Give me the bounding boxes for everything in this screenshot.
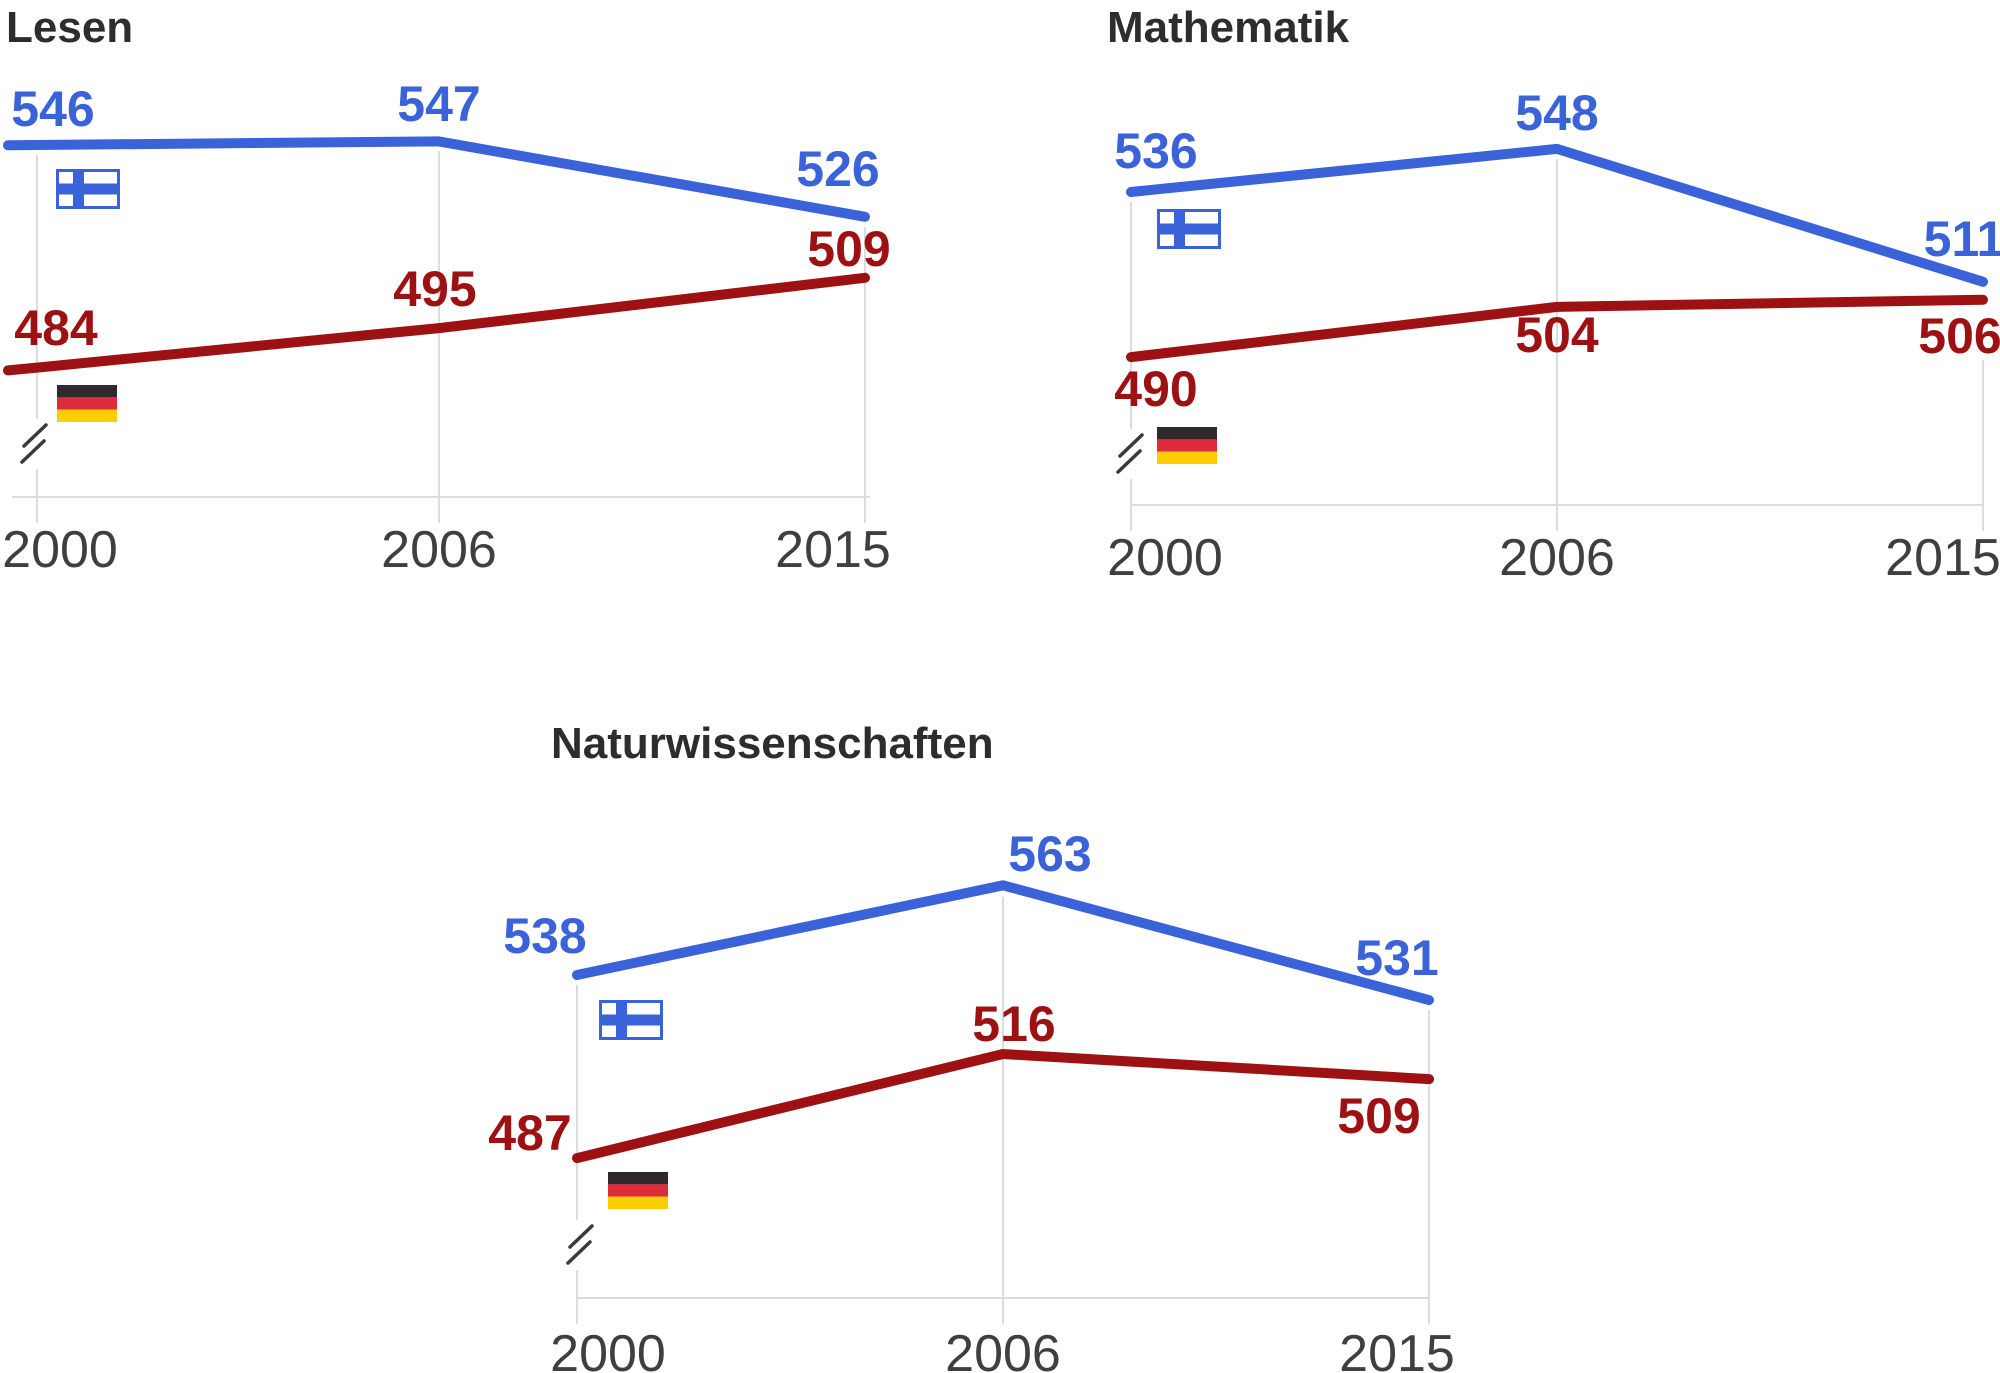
value-label-finland-2006: 547 [397, 76, 480, 132]
x-tick-label-2000: 2000 [2, 521, 118, 579]
chart-title-mathematik: Mathematik [1107, 3, 1350, 52]
value-label-germany-2000: 484 [14, 300, 98, 356]
chart-mathematik: 536 548 511 490 504 506 2000 2006 2015 Mathematik [1107, 3, 2000, 587]
value-label-germany-2000: 487 [488, 1105, 571, 1161]
chart-naturwissenschaften: 538 563 531 487 516 509 2000 2006 2015 Naturwisse… [488, 719, 1455, 1373]
axis-break-icon [20, 423, 48, 464]
axis-break-icon [566, 1224, 594, 1265]
germany-flag-icon [608, 1172, 668, 1209]
x-tick-label-2000: 2000 [1107, 529, 1223, 587]
value-label-finland-2000: 536 [1114, 123, 1197, 179]
x-tick-label-2006: 2006 [1499, 529, 1615, 587]
axis-break-icon [1116, 433, 1144, 474]
value-label-germany-2015: 509 [1337, 1088, 1420, 1144]
x-tick-label-2006: 2006 [945, 1325, 1061, 1373]
lesen-finland-line [3, 136, 870, 222]
value-label-finland-2015: 526 [796, 141, 879, 197]
x-tick-label-2015: 2015 [775, 521, 891, 579]
germany-flag-icon [1157, 427, 1217, 464]
x-tick-label-2015: 2015 [1339, 1325, 1455, 1373]
finland-flag-icon [56, 169, 120, 209]
naturwissenschaften-germany-line [572, 1049, 1434, 1164]
chart-title-lesen: Lesen [6, 3, 133, 52]
lesen-germany-line [3, 272, 870, 376]
mathematik-finland-line [1126, 143, 1988, 287]
value-label-germany-2006: 495 [393, 261, 476, 317]
naturwissenschaften-finland-line [572, 880, 1434, 1006]
value-label-finland-2006: 548 [1515, 85, 1598, 141]
value-label-finland-2015: 531 [1355, 930, 1438, 986]
value-label-germany-2006: 504 [1515, 307, 1599, 363]
value-label-finland-2006: 563 [1008, 826, 1091, 882]
value-label-finland-2000: 546 [11, 81, 94, 137]
value-label-germany-2015: 506 [1918, 308, 2000, 364]
finland-flag-icon [1157, 209, 1221, 249]
value-label-germany-2006: 516 [972, 996, 1055, 1052]
value-label-germany-2015: 509 [807, 221, 890, 277]
chart-title-naturwissenschaften: Naturwissenschaften [551, 719, 994, 768]
chart-lesen: 546 547 526 484 495 509 2000 2006 2015 Lesen [2, 3, 891, 579]
x-tick-label-2015: 2015 [1885, 529, 2000, 587]
value-label-finland-2015: 511 [1924, 211, 2000, 267]
x-tick-label-2000: 2000 [550, 1325, 666, 1373]
germany-flag-icon [57, 385, 117, 422]
finland-flag-icon [599, 1000, 663, 1040]
mathematik-germany-line [1126, 294, 1988, 363]
value-label-germany-2000: 490 [1114, 361, 1197, 417]
x-tick-label-2006: 2006 [381, 521, 497, 579]
value-label-finland-2000: 538 [503, 908, 586, 964]
